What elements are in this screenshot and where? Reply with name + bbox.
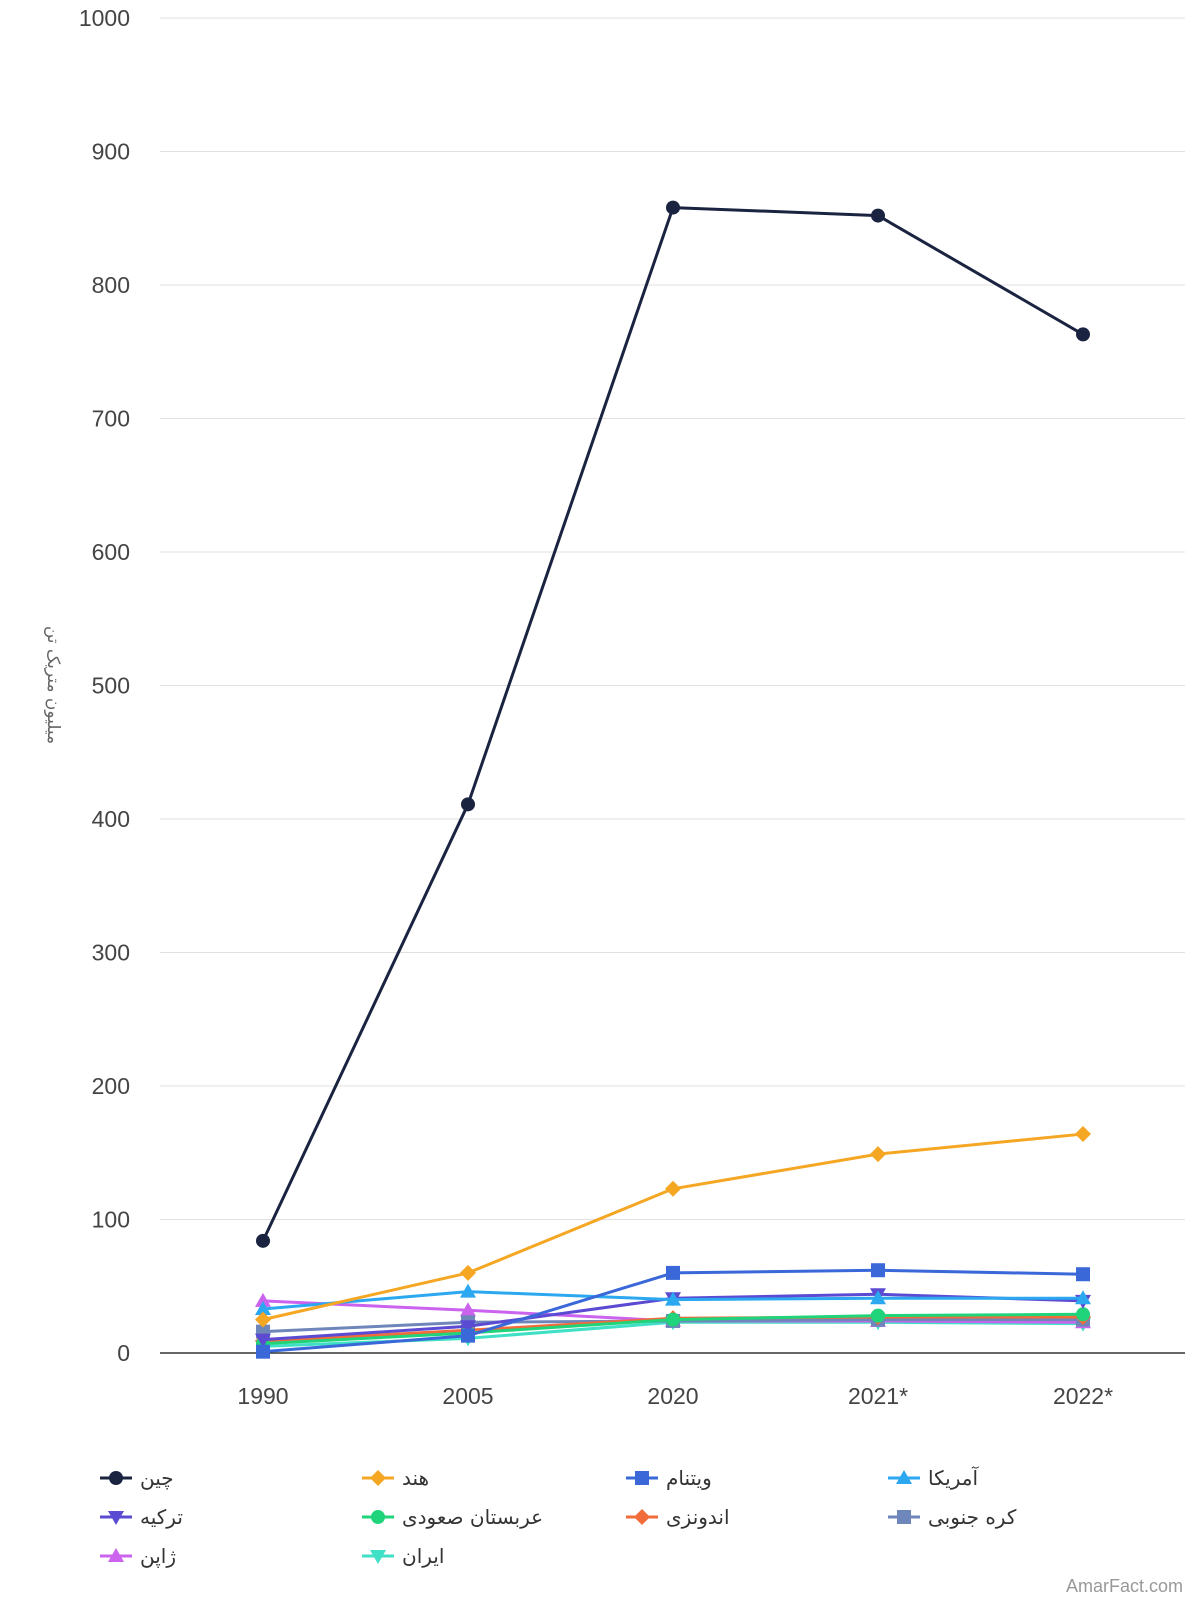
data-point-0-1 [461,797,475,812]
data-point-0-2 [666,200,680,215]
legend-item-2: ویتنام [626,1466,712,1490]
x-tick-2020: 2020 [647,1383,698,1409]
legend-marker-9 [370,1550,386,1564]
y-axis-label: میلیون متریک تن [43,626,63,744]
y-tick-300: 300 [92,940,130,966]
y-tick-400: 400 [92,806,130,832]
legend-marker-3 [896,1470,912,1484]
data-point-5-4 [1076,1307,1090,1322]
y-tick-900: 900 [92,139,130,165]
legend-marker-1 [370,1470,386,1486]
legend-label-1: هند [402,1466,429,1490]
series-0 [256,200,1090,1248]
data-point-2-0 [256,1344,270,1359]
data-point-1-0 [255,1311,271,1328]
x-tick-labels: 1990 2005 2020 2021* 2022* [237,1383,1113,1409]
legend-item-5: عربستان صعودی [362,1505,543,1529]
data-point-3-0 [255,1300,271,1315]
y-tick-700: 700 [92,406,130,432]
data-point-3-4 [1075,1290,1091,1305]
legend-label-2: ویتنام [666,1466,712,1490]
legend-item-7: کره جنوبی [888,1505,1017,1529]
y-tick-800: 800 [92,272,130,298]
series-group [255,200,1091,1359]
data-point-0-0 [256,1233,270,1248]
legend: چین هند ویتنام آمریکا ترکیه عربستان صعودی اندو… [100,1465,1017,1569]
legend-marker-6 [634,1509,650,1525]
legend-item-8: ژاپن [100,1544,176,1569]
series-1 [255,1126,1091,1328]
series-2 [256,1263,1090,1359]
x-tick-2005: 2005 [442,1383,493,1409]
legend-marker-2 [635,1471,649,1485]
legend-label-3: آمریکا [928,1465,979,1490]
legend-label-7: کره جنوبی [928,1505,1017,1529]
source-credit: AmarFact.com [1066,1576,1183,1596]
x-tick-1990: 1990 [237,1383,288,1409]
data-point-1-3 [870,1146,886,1163]
gridlines [160,17,1185,1354]
data-point-3-2 [665,1291,681,1306]
data-point-5-2 [666,1312,680,1327]
legend-marker-0 [109,1471,123,1485]
y-tick-200: 200 [92,1073,130,1099]
legend-item-6: اندونزی [626,1505,730,1529]
legend-item-4: ترکیه [100,1505,183,1529]
legend-label-4: ترکیه [140,1505,183,1529]
legend-marker-5 [371,1510,385,1524]
data-point-4-0 [255,1333,271,1348]
legend-item-1: هند [362,1466,429,1490]
data-point-1-2 [665,1180,681,1197]
data-point-8-0 [255,1292,271,1307]
data-point-2-4 [1076,1267,1090,1282]
data-point-0-3 [871,208,885,223]
data-point-4-1 [460,1320,476,1335]
y-tick-0: 0 [117,1340,130,1366]
legend-item-0: چین [100,1466,174,1490]
legend-marker-4 [108,1511,124,1525]
data-point-2-1 [461,1328,475,1343]
data-point-2-2 [666,1265,680,1280]
data-point-0-4 [1076,327,1090,342]
x-tick-2022*: 2022* [1053,1383,1113,1409]
data-point-1-4 [1075,1126,1091,1143]
y-tick-100: 100 [92,1207,130,1233]
x-tick-2021*: 2021* [848,1383,908,1409]
y-tick-labels: 0 100 200 300 400 500 600 700 800 900 1000 [79,5,130,1366]
legend-label-8: ژاپن [140,1544,176,1569]
data-point-3-1 [460,1283,476,1298]
data-point-1-1 [460,1264,476,1281]
legend-label-6: اندونزی [666,1505,730,1529]
y-tick-1000: 1000 [79,5,130,31]
y-tick-600: 600 [92,539,130,565]
legend-item-3: آمریکا [888,1465,979,1490]
data-point-5-3 [871,1308,885,1323]
legend-label-0: چین [140,1466,174,1490]
data-point-8-1 [460,1302,476,1317]
data-point-2-3 [871,1263,885,1278]
series-3 [255,1283,1091,1315]
legend-item-9: ایران [362,1544,444,1568]
legend-marker-7 [897,1510,911,1524]
legend-label-9: ایران [402,1544,444,1568]
data-point-3-3 [870,1290,886,1305]
y-tick-500: 500 [92,673,130,699]
legend-label-5: عربستان صعودی [402,1505,543,1529]
legend-marker-8 [108,1548,124,1562]
